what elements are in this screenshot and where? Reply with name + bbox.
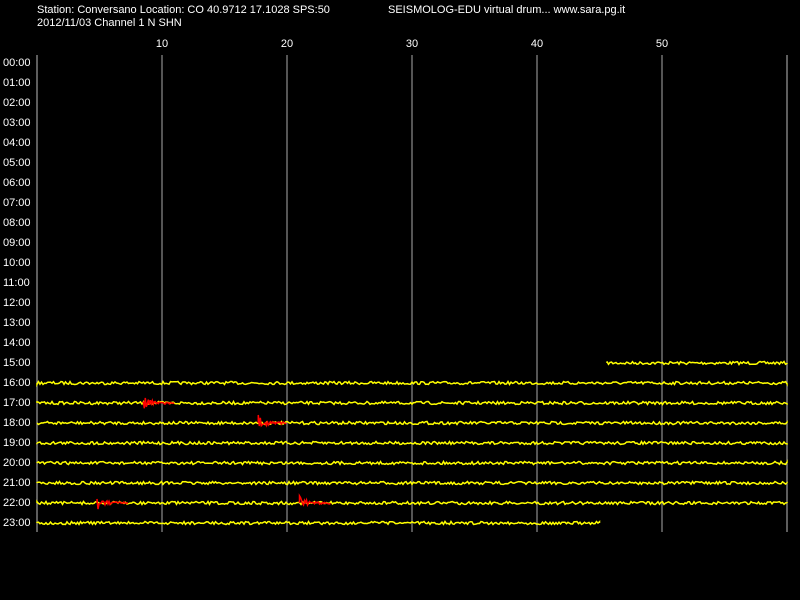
hour-label: 21:00 <box>3 477 31 489</box>
hour-label: 18:00 <box>3 417 31 429</box>
hour-label: 17:00 <box>3 397 31 409</box>
hour-label: 23:00 <box>3 517 31 529</box>
hour-label: 02:00 <box>3 97 31 109</box>
hour-label: 01:00 <box>3 77 31 89</box>
trace <box>606 360 788 366</box>
x-tick-label: 50 <box>656 38 668 50</box>
station-title: Station: Conversano Location: CO 40.9712… <box>37 4 330 16</box>
hour-label: 00:00 <box>3 57 31 69</box>
event <box>298 493 331 508</box>
hour-label: 13:00 <box>3 317 31 329</box>
hour-label: 22:00 <box>3 497 31 509</box>
hour-label: 06:00 <box>3 177 31 189</box>
date-channel: 2012/11/03 Channel 1 N SHN <box>37 17 182 29</box>
subtitle: SEISMOLOG-EDU virtual drum... www.sara.p… <box>388 4 625 16</box>
trace <box>36 499 788 507</box>
hour-label: 14:00 <box>3 337 31 349</box>
hour-label: 04:00 <box>3 137 31 149</box>
event <box>257 414 287 428</box>
trace <box>36 379 788 388</box>
trace <box>36 480 788 486</box>
hour-label: 07:00 <box>3 197 31 209</box>
hour-label: 08:00 <box>3 217 31 229</box>
trace <box>36 519 601 526</box>
hour-label: 05:00 <box>3 157 31 169</box>
hour-label: 20:00 <box>3 457 31 469</box>
hour-label: 10:00 <box>3 257 31 269</box>
trace <box>36 440 788 446</box>
event <box>96 498 129 510</box>
hour-label: 11:00 <box>3 277 30 289</box>
hour-label: 19:00 <box>3 437 31 449</box>
x-tick-label: 20 <box>281 38 293 50</box>
hour-label: 16:00 <box>3 377 31 389</box>
x-tick-label: 40 <box>531 38 543 50</box>
hour-label: 12:00 <box>3 297 31 309</box>
x-tick-label: 30 <box>406 38 418 50</box>
trace <box>36 420 788 426</box>
event <box>142 397 175 409</box>
trace <box>36 459 788 466</box>
hour-label: 09:00 <box>3 237 31 249</box>
hour-label: 15:00 <box>3 357 31 369</box>
hour-label: 03:00 <box>3 117 31 129</box>
x-tick-label: 10 <box>156 38 168 50</box>
